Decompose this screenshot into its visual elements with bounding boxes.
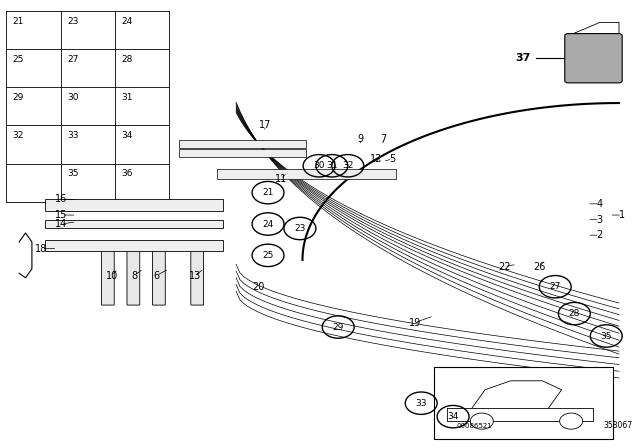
Text: 28: 28 [569, 309, 580, 318]
Text: 34: 34 [447, 412, 459, 421]
Text: 32: 32 [342, 161, 353, 170]
Text: 13: 13 [189, 271, 201, 280]
Text: 34: 34 [121, 131, 132, 140]
FancyBboxPatch shape [564, 34, 622, 83]
Text: 28: 28 [121, 55, 132, 64]
Text: 30: 30 [314, 161, 325, 170]
Circle shape [470, 413, 493, 429]
Text: 00086521: 00086521 [456, 423, 492, 430]
Text: 22: 22 [498, 262, 510, 271]
FancyBboxPatch shape [127, 250, 140, 305]
Text: 7: 7 [380, 134, 386, 144]
Text: 26: 26 [533, 262, 545, 271]
Text: 358067: 358067 [603, 421, 632, 430]
Text: 18: 18 [35, 244, 47, 254]
Text: 19: 19 [409, 318, 421, 327]
Text: 24: 24 [121, 17, 132, 26]
Text: 35: 35 [67, 169, 79, 178]
Text: 6: 6 [154, 271, 159, 280]
Text: 33: 33 [415, 399, 427, 408]
Text: 4: 4 [597, 199, 603, 209]
Text: 10: 10 [106, 271, 118, 280]
FancyBboxPatch shape [102, 250, 114, 305]
Text: 21: 21 [13, 17, 24, 26]
Text: 31: 31 [121, 93, 132, 102]
Text: 2: 2 [596, 230, 603, 240]
Bar [434, 367, 612, 439]
Text: 36: 36 [121, 169, 132, 178]
Text: 23: 23 [294, 224, 306, 233]
Text: 27: 27 [67, 55, 78, 64]
Bar [45, 199, 223, 211]
Text: 14: 14 [55, 219, 67, 229]
Bar [179, 140, 307, 148]
Text: 8: 8 [131, 271, 137, 280]
Text: 25: 25 [13, 55, 24, 64]
Text: 37: 37 [516, 53, 531, 63]
Text: 35: 35 [600, 332, 612, 340]
Text: 5: 5 [389, 154, 396, 164]
Text: 33: 33 [67, 131, 79, 140]
Text: 32: 32 [13, 131, 24, 140]
Text: 23: 23 [67, 17, 78, 26]
Text: 12: 12 [371, 154, 383, 164]
FancyBboxPatch shape [152, 250, 165, 305]
Bar [45, 220, 223, 228]
Text: 11: 11 [275, 174, 287, 184]
Bar [45, 240, 223, 251]
Text: 3: 3 [597, 215, 603, 224]
Text: 9: 9 [358, 134, 364, 144]
Text: 16: 16 [55, 194, 67, 204]
Text: 31: 31 [326, 161, 337, 170]
Text: 21: 21 [262, 188, 274, 197]
Text: 27: 27 [550, 282, 561, 291]
Text: 25: 25 [262, 251, 274, 260]
FancyBboxPatch shape [191, 250, 204, 305]
Text: 1: 1 [619, 210, 625, 220]
Text: 24: 24 [262, 220, 274, 228]
Text: 17: 17 [259, 121, 271, 130]
Polygon shape [472, 381, 561, 408]
Text: 29: 29 [333, 323, 344, 332]
Text: 29: 29 [13, 93, 24, 102]
Bar [179, 149, 307, 157]
Text: 20: 20 [252, 282, 265, 292]
Text: 30: 30 [67, 93, 79, 102]
Circle shape [559, 413, 582, 429]
Text: 15: 15 [55, 210, 67, 220]
Bar [217, 169, 396, 179]
